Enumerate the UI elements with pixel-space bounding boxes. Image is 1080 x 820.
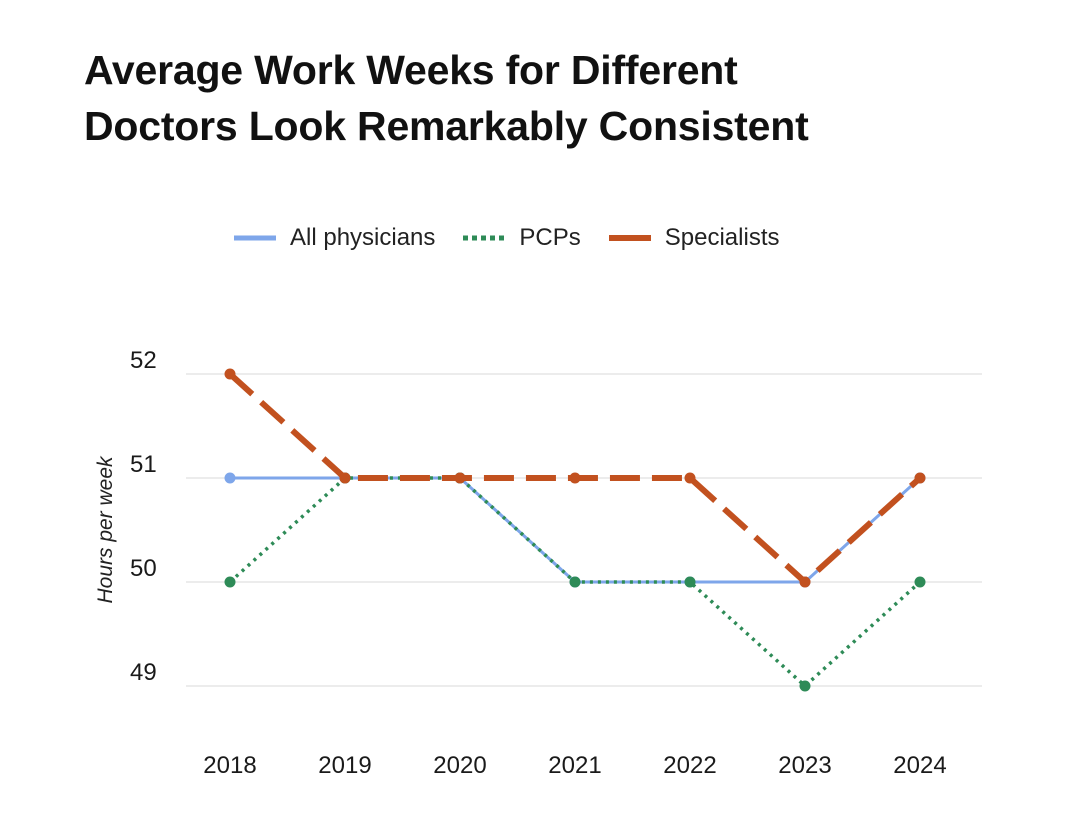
x-tick-label-2021: 2021 [548, 752, 601, 779]
data-point-specialists-2021 [569, 472, 581, 484]
legend-item-all-physicians: All physicians [234, 224, 435, 252]
data-point-specialists-2020 [454, 472, 466, 484]
y-tick-label-51: 51 [130, 451, 157, 478]
data-point-pcps-2022 [684, 576, 696, 588]
data-point-pcps-2021 [569, 576, 581, 588]
legend-swatch-all-physicians [234, 235, 276, 241]
data-point-specialists-2023 [799, 576, 811, 588]
legend-swatch-pcps [463, 235, 506, 241]
legend-item-pcps: PCPs [463, 224, 581, 252]
data-point-specialists-2018 [224, 368, 236, 380]
legend-swatch-specialists [608, 235, 651, 241]
legend-item-specialists: Specialists [608, 224, 780, 252]
y-tick-label-52: 52 [130, 347, 157, 374]
x-tick-label-2022: 2022 [663, 752, 716, 779]
x-tick-label-2023: 2023 [778, 752, 831, 779]
y-axis-title: Hours per week [94, 455, 117, 604]
data-point-specialists-2022 [684, 472, 696, 484]
data-point-pcps-2024 [914, 576, 926, 588]
data-point-specialists-2019 [339, 472, 351, 484]
data-point-pcps-2018 [224, 576, 236, 588]
chart-legend: All physicians PCPs Specialists [234, 222, 779, 254]
legend-label-all-physicians: All physicians [290, 224, 436, 251]
data-point-specialists-2024 [914, 472, 926, 484]
y-tick-label-50: 50 [130, 555, 157, 582]
chart-title-line-2: Doctors Look Remarkably Consistent [84, 103, 809, 149]
x-tick-label-2024: 2024 [893, 752, 946, 779]
legend-label-pcps: PCPs [519, 224, 581, 251]
legend-label-specialists: Specialists [664, 224, 780, 251]
y-tick-label-49: 49 [130, 659, 157, 686]
chart-title: Average Work Weeks for Different Doctors… [84, 42, 984, 154]
x-tick-label-2019: 2019 [318, 752, 371, 779]
x-tick-label-2018: 2018 [203, 752, 256, 779]
data-point-pcps-2023 [799, 680, 811, 692]
x-tick-label-2020: 2020 [433, 752, 486, 779]
series-line-all-physicians [230, 476, 922, 584]
data-point-all-physicians-2018 [224, 472, 236, 484]
chart-title-line-1: Average Work Weeks for Different [84, 47, 738, 93]
